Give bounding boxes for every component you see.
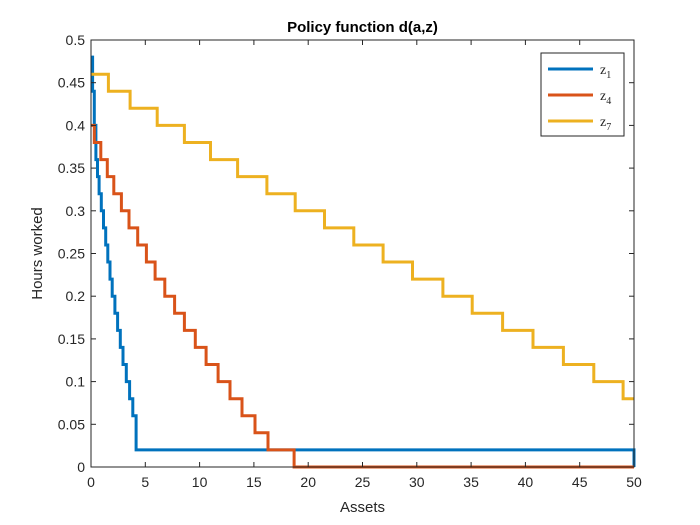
x-tick-label: 5 [141, 474, 149, 490]
y-tick-label: 0.15 [58, 331, 85, 347]
x-tick-label: 15 [246, 474, 262, 490]
x-tick-label: 45 [572, 474, 588, 490]
legend-label-base: z [600, 89, 606, 104]
legend-label-subscript: 1 [606, 70, 611, 81]
legend-label-z7: z7 [600, 115, 611, 133]
y-tick-label: 0.3 [66, 203, 86, 219]
legend-label-base: z [600, 115, 606, 130]
x-tick-label: 10 [192, 474, 208, 490]
y-tick-label: 0.1 [66, 374, 86, 390]
series-line-z4 [91, 123, 634, 469]
legend-label-z4: z4 [600, 89, 611, 107]
y-tick-label: 0.35 [58, 160, 85, 176]
x-tick-label: 25 [355, 474, 371, 490]
x-tick-label: 0 [87, 474, 95, 490]
x-tick-label: 20 [300, 474, 316, 490]
legend-label-subscript: 7 [606, 122, 611, 133]
y-axis-title: Hours worked [29, 207, 46, 300]
y-tick-label: 0.2 [66, 288, 86, 304]
x-tick-label: 30 [409, 474, 425, 490]
x-axis-title: Assets [340, 499, 385, 516]
legend-label-z1: z1 [600, 63, 611, 81]
y-tick-label: 0 [77, 459, 85, 475]
chart-title: Policy function d(a,z) [287, 19, 438, 36]
x-tick-label: 35 [463, 474, 479, 490]
y-tick-label: 0.45 [58, 75, 85, 91]
legend-label-base: z [600, 63, 606, 78]
series-line-z1 [91, 55, 636, 467]
series-line-z7 [91, 72, 634, 401]
y-tick-label: 0.5 [66, 32, 86, 48]
x-tick-label: 50 [626, 474, 642, 490]
y-tick-label: 0.4 [66, 117, 86, 133]
y-tick-label: 0.05 [58, 416, 85, 432]
legend-label-subscript: 4 [606, 96, 611, 107]
x-tick-label: 40 [518, 474, 534, 490]
y-tick-label: 0.25 [58, 246, 85, 262]
